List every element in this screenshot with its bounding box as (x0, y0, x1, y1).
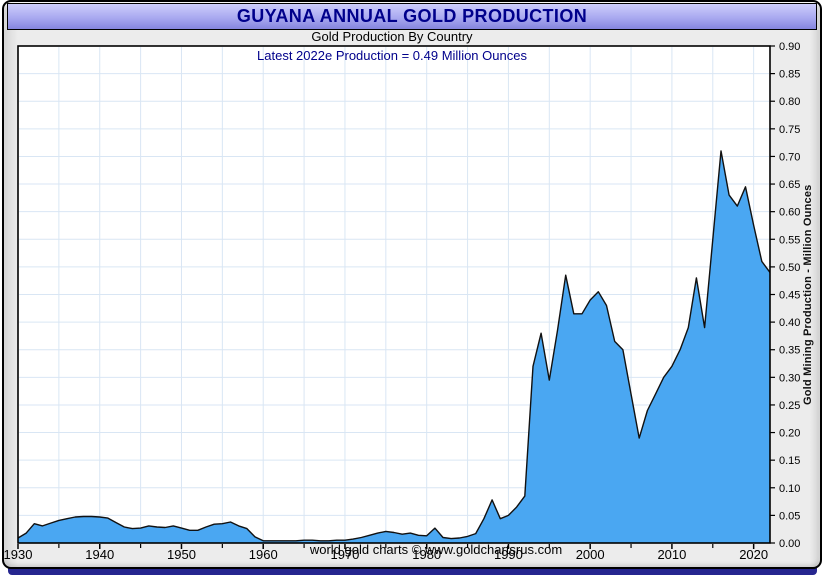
chart-title: GUYANA ANNUAL GOLD PRODUCTION (236, 6, 588, 26)
y-tick-label: 0.85 (779, 69, 800, 81)
y-tick-label: 0.00 (779, 538, 800, 550)
y-tick-label: 0.70 (779, 151, 800, 163)
y-tick-label: 0.75 (779, 124, 800, 136)
y-tick-label: 0.80 (779, 96, 800, 108)
x-tick-label: 1930 (4, 547, 32, 562)
y-tick-label: 0.90 (779, 41, 800, 53)
x-tick-label: 1980 (412, 547, 441, 562)
chart-subtitle: Gold Production By Country (311, 29, 473, 44)
y-tick-label: 0.05 (779, 510, 800, 522)
x-tick-label: 1960 (249, 547, 278, 562)
y-tick-label: 0.25 (779, 400, 800, 412)
bottom-edge-bar (8, 568, 817, 575)
production-area-series (18, 150, 770, 543)
y-tick-label: 0.45 (779, 290, 800, 302)
y-tick-label: 0.55 (779, 234, 800, 246)
y-tick-label: 0.35 (779, 345, 800, 357)
x-tick-label: 2010 (657, 547, 686, 562)
latest-production-annotation: Latest 2022e Production = 0.49 Million O… (257, 48, 527, 63)
y-tick-label: 0.30 (779, 372, 800, 384)
y-tick-label: 0.20 (779, 428, 800, 440)
y-tick-label: 0.10 (779, 483, 800, 495)
footer-credit: world gold charts © www.goldchartsrus.co… (309, 542, 563, 557)
x-tick-label: 2000 (576, 547, 605, 562)
y-tick-label: 0.60 (779, 207, 800, 219)
y-axis-title: Gold Mining Production - Million Ounces (802, 184, 814, 405)
title-bar: GUYANA ANNUAL GOLD PRODUCTION (7, 3, 817, 30)
y-tick-label: 0.15 (779, 455, 800, 467)
y-tick-label: 0.65 (779, 179, 800, 191)
x-tick-label: 1950 (167, 547, 196, 562)
x-tick-label: 1940 (85, 547, 114, 562)
production-line (17, 150, 771, 542)
y-tick-label: 0.40 (779, 317, 800, 329)
x-tick-label: 2020 (739, 547, 768, 562)
x-tick-label: 1970 (330, 547, 359, 562)
x-tick-label: 1990 (494, 547, 523, 562)
y-tick-label: 0.50 (779, 262, 800, 274)
chart-plot-svg: 1930 1940 1950 1960 1970 1980 1990 2000 2010 2020… (4, 41, 800, 562)
